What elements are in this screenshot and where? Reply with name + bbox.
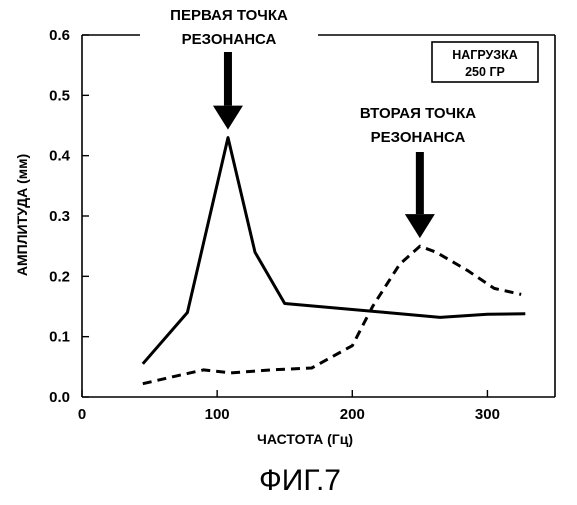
legend-line: НАГРУЗКА (452, 48, 518, 62)
legend-line: 250 ГР (465, 65, 505, 79)
figure-caption: ФИГ.7 (259, 464, 341, 497)
y-tick-label: 0.0 (49, 389, 70, 406)
arrow-head (405, 214, 435, 238)
annotation-label-line: ПЕРВАЯ ТОЧКА (170, 7, 288, 24)
x-axis-label: ЧАСТОТА (Гц) (257, 431, 353, 447)
y-tick-label: 0.1 (49, 329, 70, 346)
y-tick-label: 0.2 (49, 268, 70, 285)
y-tick-label: 0.5 (49, 87, 70, 104)
y-tick-label: 0.3 (49, 208, 70, 225)
x-tick-label: 300 (475, 406, 500, 423)
arrow-shaft (224, 52, 232, 106)
x-tick-label: 0 (78, 406, 86, 423)
y-tick-label: 0.6 (49, 27, 70, 44)
y-axis-label: АМПЛИТУДА (мм) (14, 154, 30, 276)
annotation-label-line: РЕЗОНАНСА (371, 129, 466, 146)
series-group (143, 138, 526, 384)
annotation-label-line: РЕЗОНАНСА (182, 31, 277, 48)
x-tick-label: 100 (205, 406, 230, 423)
y-tick-label: 0.4 (49, 148, 71, 165)
tick-group: 0.0 0.1 0.2 0.3 0.4 0.5 0.6 0 100 200 300 (49, 27, 500, 423)
annotation-label-line: ВТОРАЯ ТОЧКА (360, 105, 476, 122)
plot-frame (82, 35, 555, 397)
arrow-head (213, 106, 243, 130)
arrow-shaft (416, 152, 424, 214)
series-line-solid (143, 138, 526, 364)
annotation-group: ПЕРВАЯ ТОЧКА РЕЗОНАНСА ВТОРАЯ ТОЧКА РЕЗОНАН… (170, 7, 538, 238)
x-tick-label: 200 (340, 406, 365, 423)
